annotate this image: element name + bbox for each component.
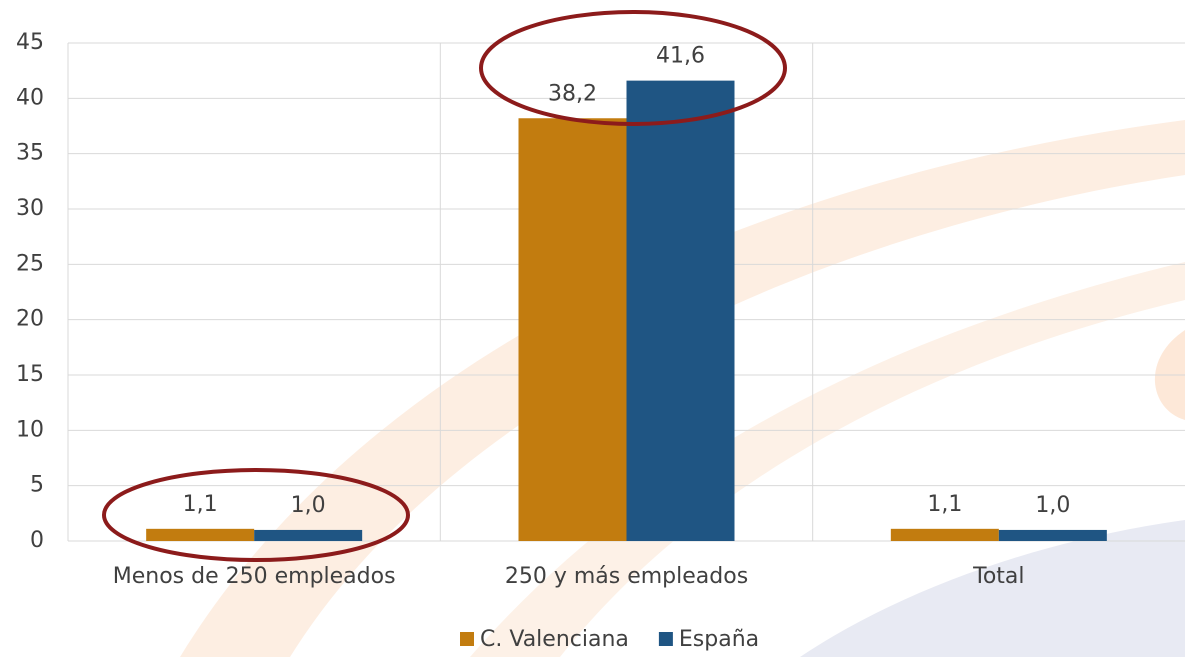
bar — [146, 528, 255, 541]
y-tick-label: 5 — [30, 473, 44, 498]
bar — [998, 529, 1107, 541]
legend-swatch — [460, 632, 474, 646]
x-tick-label: Menos de 250 empleados — [113, 564, 396, 589]
y-tick-label: 10 — [16, 417, 44, 442]
legend-label: C. Valenciana — [480, 627, 629, 652]
y-tick-label: 35 — [16, 141, 44, 166]
y-tick-label: 45 — [16, 30, 44, 55]
bar — [890, 528, 999, 541]
highlight-ellipses — [102, 10, 787, 562]
data-label: 38,2 — [548, 81, 597, 106]
y-tick-label: 15 — [16, 362, 44, 387]
data-label: 1,1 — [927, 492, 962, 517]
y-tick-label: 0 — [30, 528, 44, 553]
bar — [518, 118, 627, 542]
data-label: 1,1 — [183, 492, 218, 517]
bar — [254, 529, 363, 541]
y-tick-label: 40 — [16, 85, 44, 110]
legend-label: España — [679, 627, 759, 652]
y-tick-label: 20 — [16, 307, 44, 332]
data-label: 41,6 — [656, 44, 705, 69]
y-tick-label: 30 — [16, 196, 44, 221]
x-tick-label: 250 y más empleados — [505, 564, 748, 589]
legend-swatch — [658, 632, 673, 646]
x-tick-label: Total — [972, 564, 1024, 589]
bar — [626, 80, 735, 542]
data-label: 1,0 — [291, 493, 326, 518]
data-label: 1,0 — [1035, 493, 1070, 518]
y-tick-label: 25 — [16, 251, 44, 276]
